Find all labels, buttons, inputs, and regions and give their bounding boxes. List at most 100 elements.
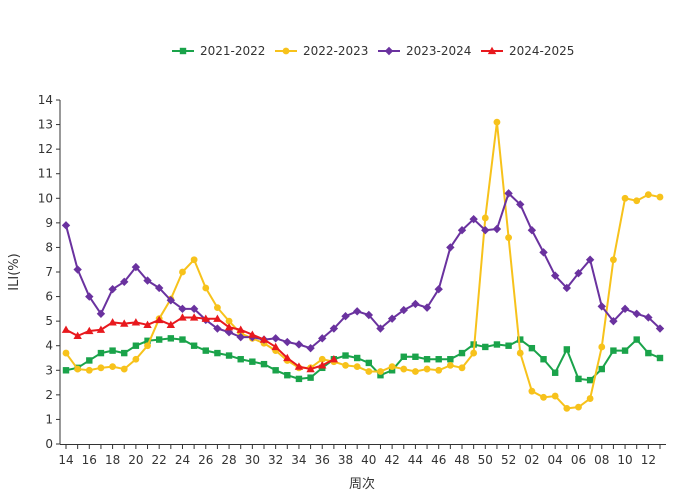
data-point-2021-2022 <box>656 354 664 362</box>
data-point-2023-2024 <box>143 276 152 285</box>
y-tick-label: 10 <box>38 191 53 205</box>
legend-marker <box>282 47 290 55</box>
data-point-2024-2025 <box>236 325 245 333</box>
data-point-2021-2022 <box>365 359 373 367</box>
data-point-2022-2023 <box>120 365 128 373</box>
data-point-2023-2024 <box>341 312 350 321</box>
data-point-2023-2024 <box>597 302 606 311</box>
data-point-2023-2024 <box>492 224 502 234</box>
data-point-2023-2024 <box>574 269 583 278</box>
data-point-2021-2022 <box>563 346 571 353</box>
data-point-2023-2024 <box>73 265 82 274</box>
data-point-2023-2024 <box>644 313 653 322</box>
data-point-2023-2024 <box>457 226 467 235</box>
data-point-2021-2022 <box>621 347 629 354</box>
data-point-2024-2025 <box>294 362 304 370</box>
data-point-2021-2022 <box>388 367 396 374</box>
data-point-2021-2022 <box>540 356 547 363</box>
y-tick-label: 0 <box>45 437 53 451</box>
data-point-2024-2025 <box>248 330 257 338</box>
data-point-2023-2024 <box>96 309 106 318</box>
data-point-2021-2022 <box>190 342 198 349</box>
data-point-2024-2025 <box>96 325 106 333</box>
data-point-2022-2023 <box>586 395 594 402</box>
data-point-2021-2022 <box>598 365 605 373</box>
x-tick-label: 40 <box>361 453 376 467</box>
x-tick-label: 36 <box>315 453 330 467</box>
data-point-2022-2023 <box>179 268 186 276</box>
x-tick-label: 46 <box>431 453 446 467</box>
series-2021-2022 <box>62 335 664 384</box>
data-point-2022-2023 <box>225 317 233 325</box>
x-tick-label: 32 <box>268 453 283 467</box>
x-tick-label: 10 <box>617 453 632 467</box>
data-point-2023-2024 <box>585 255 595 264</box>
data-point-2021-2022 <box>121 349 128 357</box>
data-point-2021-2022 <box>458 349 466 357</box>
data-point-2024-2025 <box>271 342 280 351</box>
data-point-2023-2024 <box>306 343 315 353</box>
data-point-2023-2024 <box>504 189 513 198</box>
data-point-2023-2024 <box>446 243 455 252</box>
data-point-2022-2023 <box>516 349 524 357</box>
data-point-2023-2024 <box>481 226 490 235</box>
y-tick-label: 7 <box>45 265 53 279</box>
data-point-2021-2022 <box>493 341 501 348</box>
y-tick-label: 12 <box>38 142 53 156</box>
data-point-2021-2022 <box>260 360 268 368</box>
data-point-2021-2022 <box>633 336 640 343</box>
data-point-2021-2022 <box>295 375 303 383</box>
data-point-2022-2023 <box>493 118 501 126</box>
data-point-2022-2023 <box>505 234 512 242</box>
data-point-2024-2025 <box>61 325 71 333</box>
data-point-2024-2025 <box>283 353 292 362</box>
data-point-2022-2023 <box>481 214 489 222</box>
x-tick-label: 02 <box>524 453 539 467</box>
data-point-2023-2024 <box>120 277 129 287</box>
data-point-2023-2024 <box>422 303 432 312</box>
data-point-2023-2024 <box>318 334 327 343</box>
series-line-2022-2023 <box>65 121 661 410</box>
y-tick-label: 6 <box>45 290 53 304</box>
data-point-2021-2022 <box>179 336 186 343</box>
data-point-2023-2024 <box>166 296 176 305</box>
data-point-2022-2023 <box>458 364 466 372</box>
data-point-2022-2023 <box>633 197 641 205</box>
data-point-2021-2022 <box>447 356 454 363</box>
data-point-2022-2023 <box>528 387 536 395</box>
data-point-2023-2024 <box>655 324 665 333</box>
data-point-2021-2022 <box>202 347 209 354</box>
data-point-2024-2025 <box>259 335 269 343</box>
data-point-2021-2022 <box>225 352 233 359</box>
y-tick-label: 5 <box>45 314 53 328</box>
data-point-2021-2022 <box>155 336 163 343</box>
data-point-2021-2022 <box>342 352 349 359</box>
x-tick-label: 06 <box>571 453 586 467</box>
data-point-2023-2024 <box>108 285 117 294</box>
data-point-2023-2024 <box>411 299 420 309</box>
data-point-2021-2022 <box>132 342 140 349</box>
data-point-2022-2023 <box>644 191 652 199</box>
data-point-2023-2024 <box>469 214 478 224</box>
y-axis-title: ILI(%) <box>7 253 22 290</box>
data-point-2024-2025 <box>73 331 82 340</box>
data-point-2022-2023 <box>423 365 431 373</box>
data-point-2023-2024 <box>189 304 199 314</box>
data-point-2022-2023 <box>470 349 478 357</box>
series-2024-2025 <box>61 313 339 373</box>
x-tick-label: 34 <box>291 453 306 467</box>
data-point-2023-2024 <box>399 305 408 315</box>
data-point-2023-2024 <box>364 310 374 320</box>
data-point-2023-2024 <box>352 307 362 316</box>
data-point-2022-2023 <box>353 363 361 370</box>
data-point-2022-2023 <box>621 194 629 202</box>
series-2023-2024 <box>61 189 665 353</box>
data-point-2022-2023 <box>318 355 326 363</box>
data-point-2024-2025 <box>166 320 176 328</box>
data-point-2023-2024 <box>329 324 339 333</box>
data-point-2023-2024 <box>562 283 572 293</box>
data-point-2022-2023 <box>575 403 582 411</box>
data-point-2023-2024 <box>550 271 560 280</box>
data-point-2021-2022 <box>505 342 512 349</box>
